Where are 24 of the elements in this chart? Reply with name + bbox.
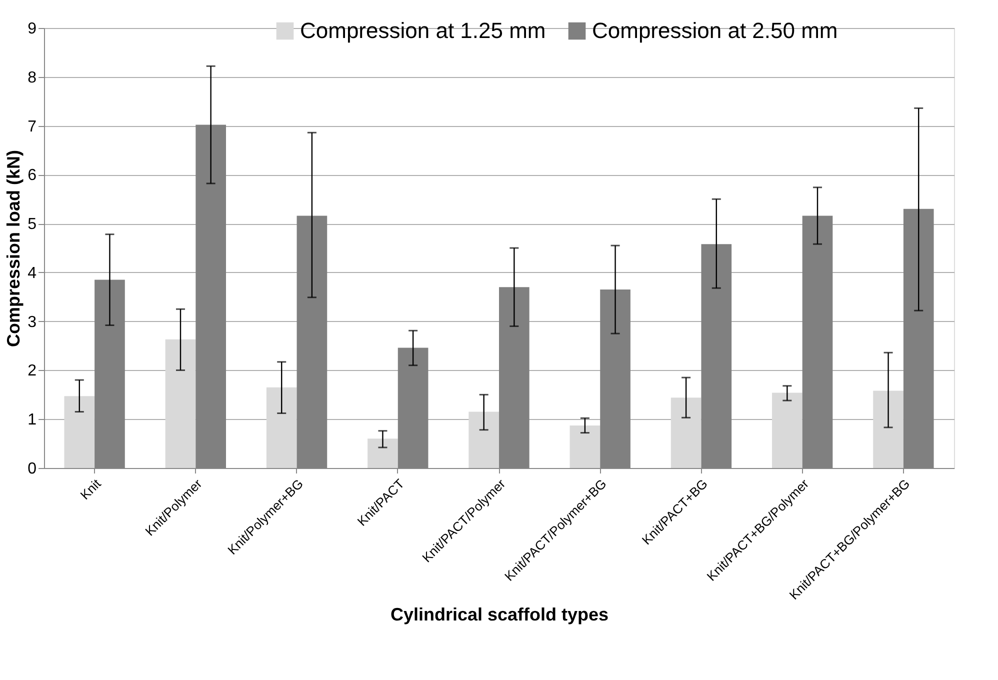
bar [468, 412, 499, 468]
bar [165, 339, 196, 468]
bar [772, 392, 802, 468]
y-tick-label: 9 [28, 20, 37, 38]
y-tick-label: 6 [28, 167, 37, 184]
y-tick-label: 8 [28, 69, 37, 86]
y-axis-title: Compression load (kN) [4, 150, 24, 348]
bar [670, 398, 702, 468]
legend-label: Compression at 1.25 mm [300, 18, 546, 43]
x-axis-title: Cylindrical scaffold types [390, 604, 609, 624]
bar [266, 387, 297, 468]
x-tick-label: Knit [77, 476, 104, 503]
y-tick-label: 7 [28, 118, 37, 136]
bar [368, 438, 398, 468]
y-tick-label: 3 [28, 314, 37, 331]
y-tick-label: 2 [28, 362, 37, 380]
bar [570, 425, 600, 468]
y-tick-label: 4 [28, 264, 37, 282]
y-tick-label: 5 [28, 216, 37, 234]
y-tick-label: 1 [28, 412, 37, 429]
legend-label: Compression at 2.50 mm [592, 18, 838, 43]
bar [64, 396, 95, 468]
y-tick-label: 0 [28, 460, 37, 478]
bar [873, 390, 904, 468]
